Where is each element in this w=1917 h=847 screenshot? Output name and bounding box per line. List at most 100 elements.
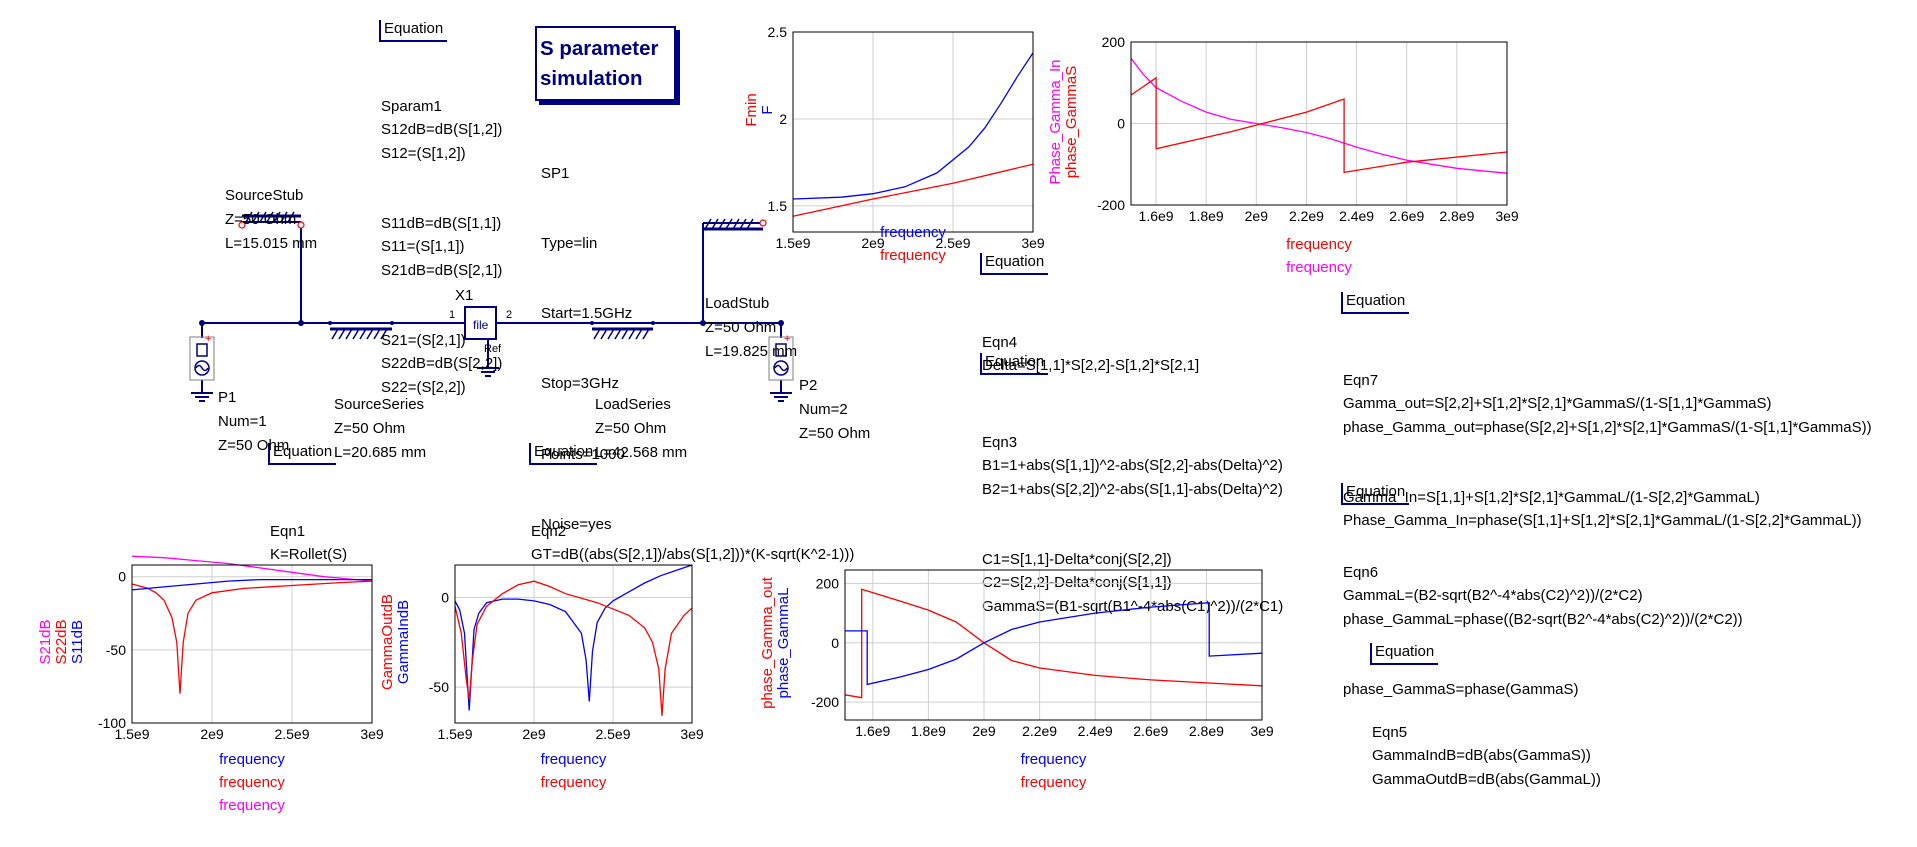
series-line <box>844 588 1263 699</box>
y-tick-label: 200 <box>816 575 840 591</box>
simulation-title-box[interactable] <box>535 26 676 101</box>
x-tick-label: 2.6e9 <box>1133 723 1168 739</box>
equation-eqn3[interactable]: Eqn3 B1=1+abs(S[1,1])^2-abs(S[2,2]-abs(De… <box>982 433 1284 615</box>
x-tick-label: 1.5e9 <box>114 726 149 742</box>
series-line <box>131 578 372 591</box>
x-axis-label: frequency <box>880 224 946 241</box>
equation-eqn7[interactable]: Eqn7 Gamma_out=S[2,2]+S[1,2]*S[2,1]*Gamma… <box>1343 371 1872 530</box>
x-tick-label: 1.6e9 <box>855 723 890 739</box>
twoport-pin1: 1 <box>449 309 455 321</box>
source-stub-label[interactable]: SourceStub Z=50 Ohm L=15.015 mm <box>225 187 318 252</box>
equation-eqn1[interactable]: Eqn1 K=Rollet(S) <box>270 522 348 564</box>
equation-header[interactable]: Equation <box>529 443 598 465</box>
plot-frame <box>844 569 1263 721</box>
svg-text:+: + <box>205 333 211 345</box>
sparam-block[interactable]: SP1 Type=lin Start=1.5GHz Stop=3GHz Poin… <box>541 115 632 560</box>
equation-sparam1[interactable]: Sparam1 S12dB=dB(S[1,2]) S12=(S[1,2]) S11d… <box>381 97 503 396</box>
x-tick-label: 1.6e9 <box>1139 208 1174 224</box>
port-p1-label[interactable]: P1 Num=1 Z=50 Ohm <box>218 389 290 454</box>
source-stub-symbol[interactable] <box>238 211 305 229</box>
series-line <box>131 580 373 694</box>
sparam-name: SP1 <box>541 164 570 182</box>
x-axis-label: frequency <box>219 751 285 768</box>
equation-eqn5[interactable]: Eqn5 GammaIndB=dB(abs(GammaS)) GammaOutdB=… <box>1372 723 1601 788</box>
x-tick-label: 2.5e9 <box>595 726 630 742</box>
twoport-name[interactable]: X1 <box>455 287 474 304</box>
equation-eqn2[interactable]: Eqn2 GT=dB((abs(S[2,1])/abs(S[1,2]))*(K-s… <box>531 522 855 564</box>
x-axis-label: frequency <box>880 247 946 264</box>
y-axis-label: phase_GammaL <box>775 588 792 699</box>
x-tick-label: 3e9 <box>1250 723 1274 739</box>
x-tick-label: 2e9 <box>972 723 996 739</box>
plot-frame <box>454 564 693 724</box>
x-axis-label: frequency <box>219 797 285 814</box>
y-tick-label: -200 <box>1097 197 1125 213</box>
series-line <box>1130 76 1508 174</box>
y-tick-label: 0 <box>118 569 126 585</box>
y-tick-label: -100 <box>98 715 126 731</box>
plot-frame <box>131 564 373 724</box>
y-axis-label: GammaIndB <box>395 600 412 684</box>
equation-header[interactable]: Equation <box>980 353 1049 375</box>
x-tick-label: 2.2e9 <box>1289 208 1324 224</box>
twoport-x1-symbol[interactable]: file 1 2 Ref <box>449 306 512 355</box>
plot-frame <box>1130 41 1508 206</box>
x-tick-label: 3e9 <box>680 726 704 742</box>
x-tick-label: 2.2e9 <box>1022 723 1057 739</box>
y-tick-label: 200 <box>1102 34 1126 50</box>
x-axis-label: frequency <box>1021 774 1087 791</box>
x-tick-label: 1.8e9 <box>911 723 946 739</box>
y-tick-label: 1.5 <box>768 198 788 214</box>
y-axis-label: GammaOutdB <box>379 594 396 690</box>
x-tick-label: 1.8e9 <box>1189 208 1224 224</box>
y-tick-label: 2.5 <box>768 24 788 40</box>
x-tick-label: 2e9 <box>861 235 885 251</box>
port-p2-symbol[interactable]: + <box>768 333 794 381</box>
y-axis-label: phase_Gamma_out <box>759 576 776 709</box>
simulation-title: S parameter simulation <box>540 37 659 90</box>
equation-header[interactable]: Equation <box>1341 292 1410 314</box>
x-tick-label: 2.6e9 <box>1389 208 1424 224</box>
x-axis-label: frequency <box>1286 259 1352 276</box>
sparam-stop: Stop=3GHz <box>541 375 619 393</box>
equation-header[interactable]: Equation <box>1370 643 1439 665</box>
x-tick-label: 1.5e9 <box>437 726 472 742</box>
x-tick-label: 2e9 <box>200 726 224 742</box>
series-line <box>454 580 693 716</box>
series-line <box>1130 57 1508 174</box>
y-tick-label: -200 <box>811 694 839 710</box>
x-axis-label: frequency <box>541 774 607 791</box>
equation-header[interactable]: Equation <box>1341 483 1410 505</box>
load-stub-symbol[interactable] <box>703 218 767 231</box>
equation-header[interactable]: Equation <box>268 443 337 465</box>
equation-header[interactable]: Equation <box>379 20 448 42</box>
source-series-label[interactable]: SourceSeries Z=50 Ohm L=20.685 mm <box>334 396 427 461</box>
sparam-start: Start=1.5GHz <box>541 305 633 323</box>
y-tick-label: -50 <box>106 642 126 658</box>
y-tick-label: 0 <box>1117 116 1125 132</box>
y-axis-label: Phase_Gamma_In <box>1047 59 1064 184</box>
load-stub-label[interactable]: LoadStub Z=50 Ohm L=19.825 mm <box>705 295 798 360</box>
port-p2-label[interactable]: P2 Num=2 Z=50 Ohm <box>799 377 871 442</box>
y-axis-label: Fmin <box>743 93 760 126</box>
source-series-symbol[interactable] <box>330 327 392 340</box>
equation-header[interactable]: Equation <box>980 253 1049 275</box>
port-p1-symbol[interactable]: + <box>189 333 215 381</box>
series-line <box>454 564 693 711</box>
twoport-pin2: 2 <box>506 309 512 321</box>
load-series-symbol[interactable] <box>592 327 653 340</box>
load-series-label[interactable]: LoadSeries Z=50 Ohm L=42.568 mm <box>595 396 688 461</box>
x-tick-label: 1.5e9 <box>775 235 810 251</box>
equation-eqn6[interactable]: Eqn6 GammaL=(B2-sqrt(B2^-4*abs(C2)^2))/(2… <box>1343 563 1743 698</box>
series-line <box>845 601 1263 686</box>
equation-eqn4[interactable]: Eqn4 Delta=S[1,1]*S[2,2]-S[1,2]*S[2,1] <box>982 333 1200 375</box>
x-tick-label: 2.4e9 <box>1078 723 1113 739</box>
x-axis-label: frequency <box>1286 236 1352 253</box>
ground-icon <box>191 367 792 402</box>
